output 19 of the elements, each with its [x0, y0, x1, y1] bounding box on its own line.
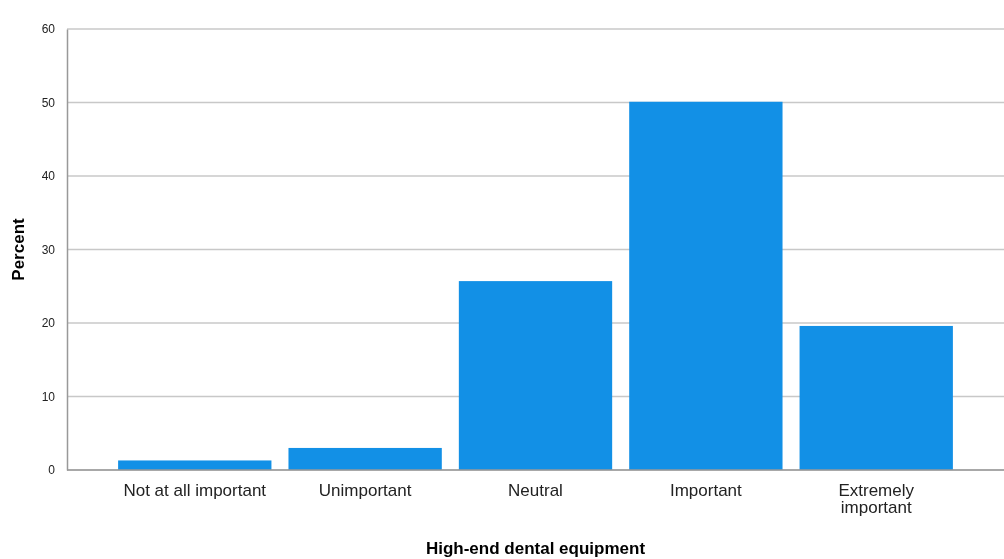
y-tick-label: 20	[41, 316, 56, 331]
bar	[458, 281, 613, 470]
x-tick-label: Extremely important	[838, 481, 915, 517]
x-tick-label: Not at all important	[123, 481, 267, 500]
y-tick-label: 30	[41, 242, 56, 257]
y-axis-title: Percent	[9, 217, 28, 281]
x-axis-title: High-end dental equipment	[425, 539, 646, 558]
bar	[799, 325, 953, 470]
x-tick-label: Neutral	[508, 481, 563, 500]
bar	[118, 460, 272, 470]
y-tick-label: 40	[41, 169, 56, 184]
y-tick-label: 50	[41, 95, 56, 110]
y-tick-label: 0	[48, 463, 56, 478]
bar	[288, 447, 442, 470]
x-tick-label: Unimportant	[318, 481, 412, 500]
y-tick-label: 10	[41, 389, 56, 404]
bar	[629, 101, 783, 470]
y-tick-label: 60	[41, 22, 56, 37]
x-tick-label: Important	[669, 481, 743, 500]
